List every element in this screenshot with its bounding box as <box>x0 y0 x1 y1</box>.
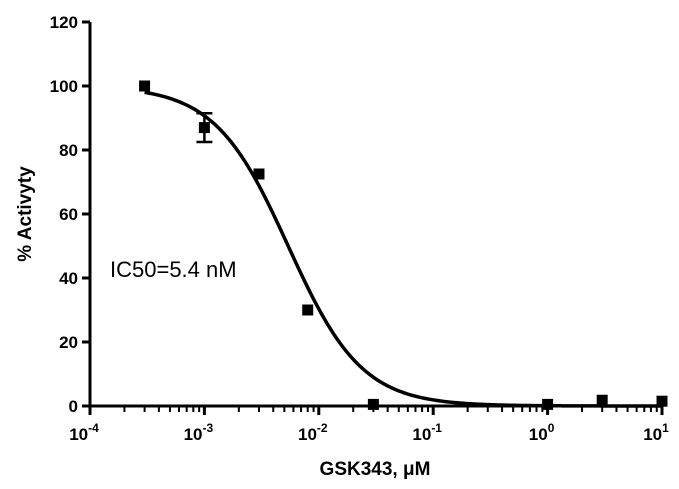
y-axis-title: % Activyty <box>15 166 36 262</box>
y-tick-label: 120 <box>50 13 78 32</box>
y-tick-label: 40 <box>59 269 78 288</box>
x-tick-label: 101 <box>643 421 669 444</box>
y-tick-label: 60 <box>59 205 78 224</box>
y-tick-label: 0 <box>69 397 78 416</box>
x-tick-label: 10-3 <box>184 421 214 444</box>
x-axis-ticks: 10-4 10-3 10-2 10-1 100 101 <box>69 406 669 444</box>
data-points <box>139 80 668 410</box>
x-tick-label: 10-4 <box>69 421 99 444</box>
x-tick-label: 10-2 <box>298 421 328 444</box>
fit-curve <box>144 90 662 408</box>
data-point <box>596 394 608 406</box>
x-tick-label: 100 <box>529 421 555 444</box>
y-tick-label: 80 <box>59 141 78 160</box>
data-point <box>656 395 668 407</box>
data-point <box>253 168 265 180</box>
y-axis-ticks: 0 20 40 60 80 100 120 <box>50 13 90 416</box>
x-axis-title: GSK343, μM <box>320 459 431 480</box>
x-tick-label: 10-1 <box>412 421 442 444</box>
y-tick-label: 20 <box>59 333 78 352</box>
data-point <box>302 304 314 316</box>
annotation-ic50: IC50=5.4 nM <box>110 257 237 282</box>
axes <box>88 22 662 408</box>
data-point <box>542 398 554 410</box>
data-point <box>139 80 151 92</box>
data-point <box>367 398 379 410</box>
data-point <box>198 122 210 134</box>
y-tick-label: 100 <box>50 77 78 96</box>
